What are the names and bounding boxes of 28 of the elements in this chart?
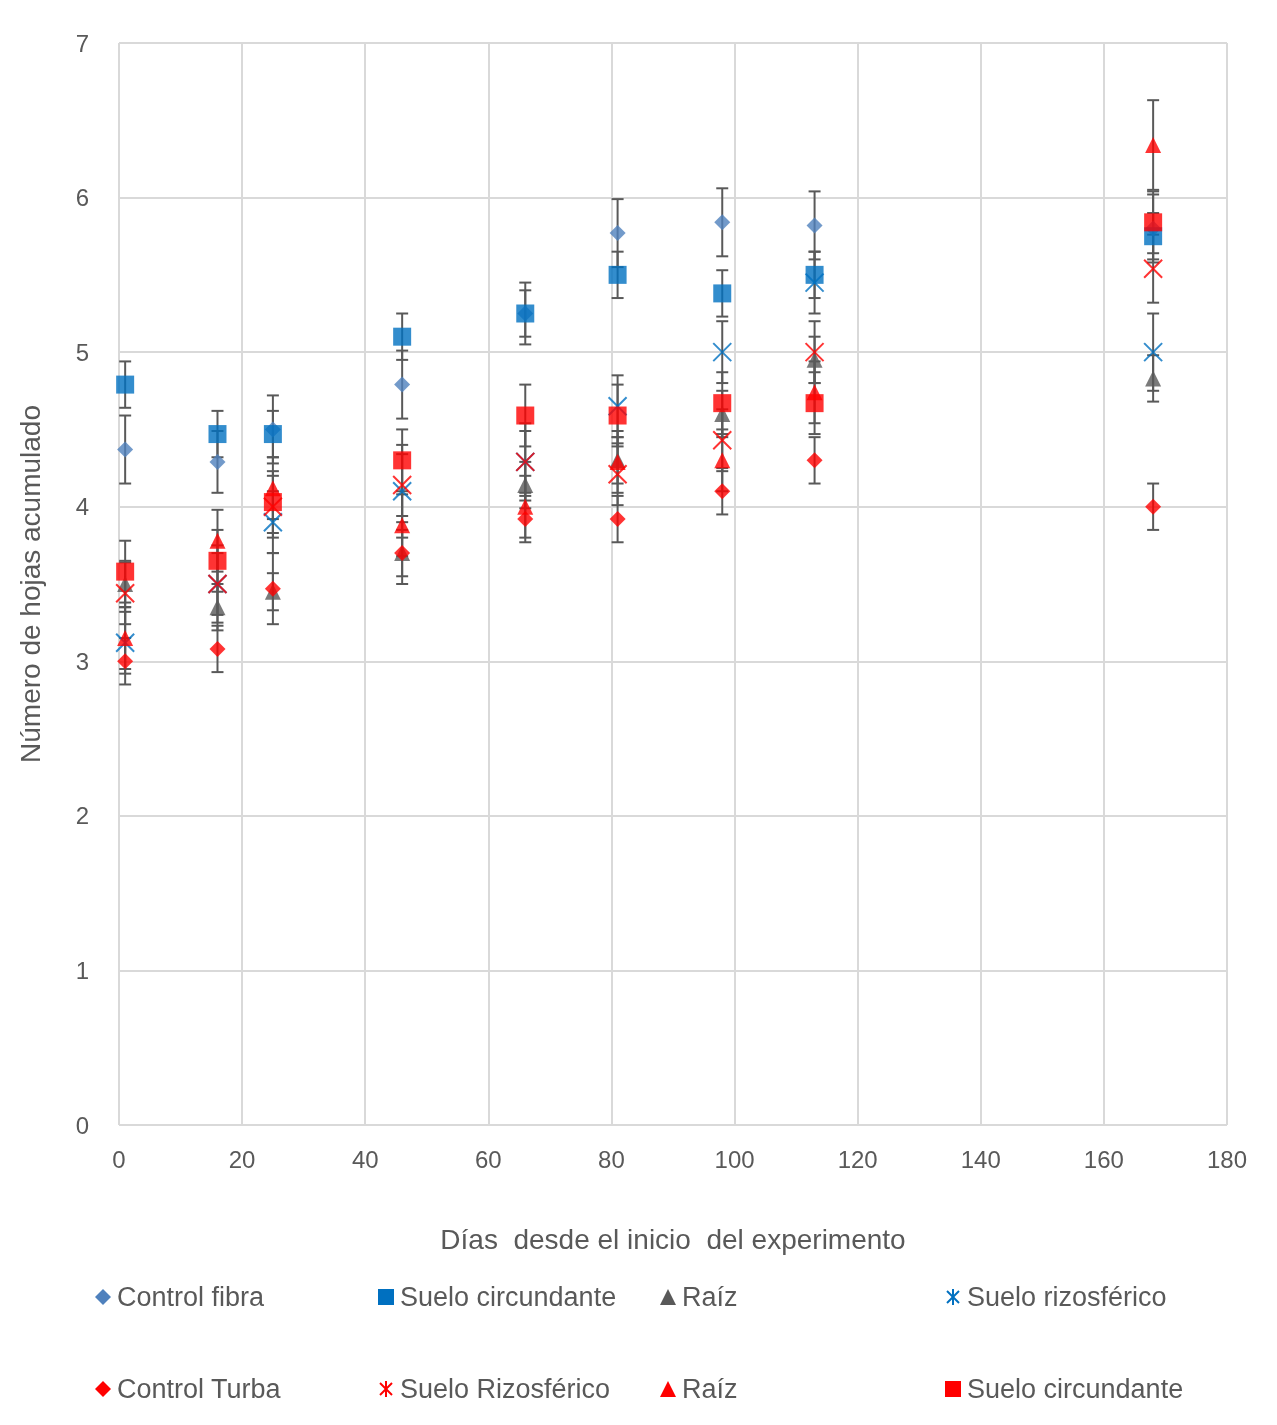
legend-label: Raíz (682, 1282, 738, 1312)
x-axis-title: Días desde el inicio del experimento (440, 1223, 906, 1255)
x-tick-label: 160 (1083, 1145, 1124, 1173)
y-tick-label: 2 (75, 802, 89, 830)
y-tick-label: 7 (75, 29, 89, 57)
legend-label: Suelo circundante (400, 1282, 617, 1312)
y-tick-label: 4 (75, 493, 89, 521)
legend-label: Suelo rizosférico (967, 1282, 1167, 1312)
y-tick-label: 1 (75, 956, 89, 984)
x-tick-label: 60 (474, 1145, 502, 1173)
x-tick-label: 80 (598, 1145, 625, 1173)
legend-label: Suelo Rizosférico (400, 1374, 611, 1404)
legend-label: Control fibra (117, 1282, 266, 1312)
y-tick-label: 5 (75, 338, 89, 366)
y-tick-label: 3 (75, 647, 89, 675)
x-tick-label: 100 (714, 1145, 755, 1173)
x-tick-label: 140 (960, 1145, 1001, 1173)
legend-label: Raíz (682, 1374, 738, 1404)
y-tick-label: 0 (75, 1111, 89, 1139)
x-tick-label: 40 (351, 1145, 379, 1173)
legend-label: Suelo circundante (967, 1374, 1184, 1404)
y-axis-title: Número de hojas acumulado (14, 405, 46, 763)
x-tick-label: 20 (228, 1145, 256, 1173)
legend-label: Control Turba (117, 1374, 282, 1404)
y-tick-label: 6 (75, 184, 89, 212)
x-tick-label: 120 (837, 1145, 878, 1173)
x-tick-label: 180 (1206, 1145, 1248, 1173)
x-tick-label: 0 (112, 1145, 126, 1173)
